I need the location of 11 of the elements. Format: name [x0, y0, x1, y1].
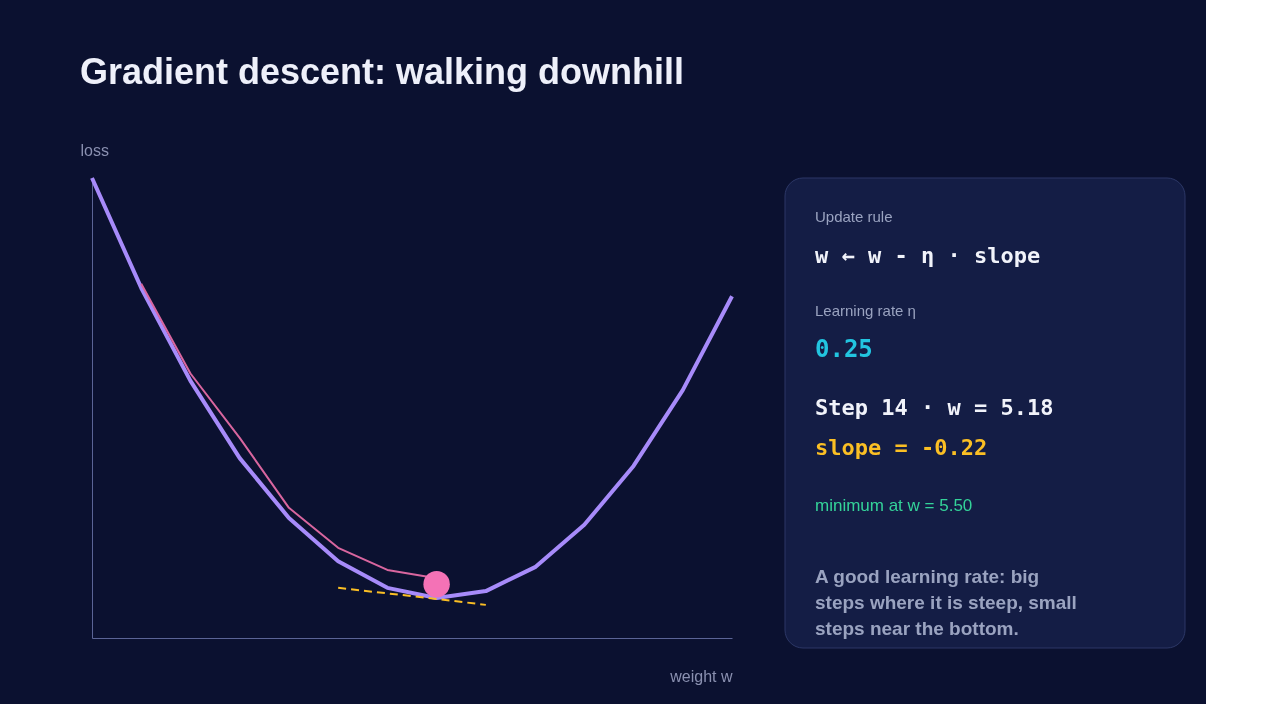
y-axis-title: loss — [80, 141, 109, 159]
text: w ← w - η · slope — [815, 243, 1041, 268]
x-axis-title: weight w — [669, 667, 733, 685]
text: slope = -0.22 — [815, 435, 988, 460]
text: 0.25 — [815, 335, 873, 363]
text: Update rule — [815, 208, 893, 225]
text: Step 14 · w = 5.18 — [815, 395, 1054, 420]
text: Learning rate η — [815, 302, 916, 319]
chart-title: Gradient descent: walking downhill — [80, 51, 685, 92]
text: A good learning rate: big steps where it is steep, small steps near the bottom. — [815, 566, 1077, 639]
text: minimum at w = 5.50 — [815, 496, 973, 515]
